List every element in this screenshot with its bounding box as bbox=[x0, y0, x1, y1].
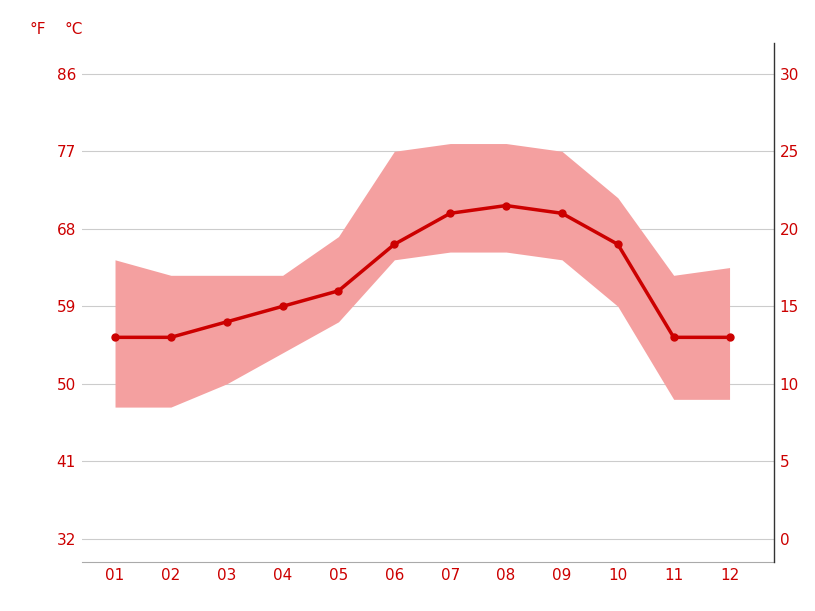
Text: °C: °C bbox=[64, 21, 82, 37]
Text: °F: °F bbox=[29, 21, 46, 37]
